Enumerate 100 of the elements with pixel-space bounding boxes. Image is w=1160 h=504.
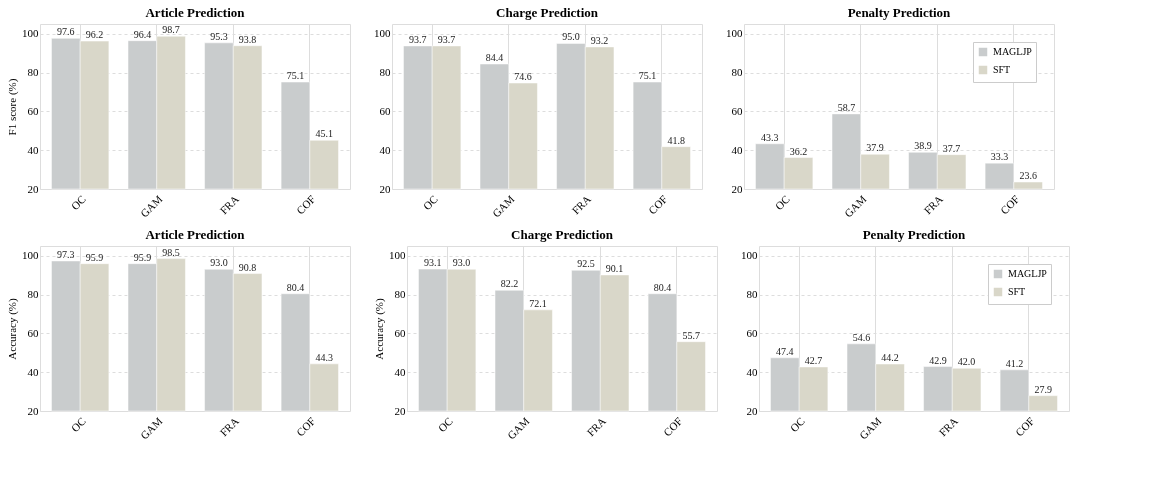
y-axis-title: Accuracy (%) [6, 297, 19, 360]
data-label: 93.1 [424, 257, 442, 269]
data-label: 41.8 [667, 134, 685, 146]
data-label: 75.1 [638, 70, 657, 82]
data-label: 96.2 [85, 29, 104, 41]
x-tick-label: OC [772, 192, 792, 213]
data-label: 37.9 [866, 142, 884, 154]
y-tick-label: 80 [394, 288, 406, 301]
y-tick-label: 100 [374, 27, 391, 40]
data-label: 93.2 [590, 34, 609, 46]
chart-title: Article Prediction [145, 227, 246, 242]
data-label: 82.2 [500, 278, 519, 290]
x-tick-label: OC [68, 192, 88, 213]
x-tick-label: FRA [584, 414, 609, 439]
y-tick-label: 100 [726, 27, 743, 40]
data-label: 84.4 [485, 51, 504, 63]
data-label: 93.8 [238, 33, 257, 45]
data-label: 23.6 [1019, 170, 1037, 182]
y-axis-title: F1 score (%) [6, 78, 19, 136]
data-label: 47.4 [776, 345, 794, 357]
legend-label: SFT [993, 64, 1011, 75]
y-tick-label: 20 [746, 404, 758, 417]
x-tick-label: OC [787, 414, 807, 435]
y-tick-label: 40 [731, 143, 743, 156]
data-label: 55.7 [682, 329, 700, 341]
y-tick-label: 60 [394, 326, 406, 339]
x-tick-label: OC [435, 414, 455, 435]
x-tick-label: FRA [217, 414, 242, 439]
y-tick-label: 80 [27, 66, 39, 79]
x-tick-label: FRA [217, 192, 242, 217]
data-label: 42.7 [804, 354, 823, 366]
data-label: 96.4 [133, 28, 152, 40]
data-label: 93.0 [452, 257, 471, 269]
y-tick-label: 20 [731, 182, 743, 195]
legend-label: MAGLJP [1008, 268, 1048, 279]
data-label: 80.4 [286, 281, 305, 293]
y-tick-label: 20 [27, 404, 39, 417]
data-label: 93.0 [210, 257, 228, 269]
y-tick-label: 100 [741, 249, 758, 262]
data-label: 42.0 [957, 356, 976, 368]
data-label: 90.1 [605, 262, 624, 274]
data-label: 98.7 [162, 24, 180, 36]
data-label: 98.5 [162, 246, 180, 258]
y-tick-label: 100 [22, 27, 39, 40]
y-tick-label: 20 [394, 404, 406, 417]
data-label: 42.9 [929, 354, 947, 366]
y-tick-label: 60 [379, 104, 391, 117]
data-label: 95.3 [210, 30, 228, 42]
data-label: 41.2 [1005, 357, 1024, 369]
y-tick-label: 80 [27, 288, 39, 301]
data-label: 97.3 [57, 248, 75, 260]
y-tick-label: 100 [22, 249, 39, 262]
data-label: 75.1 [286, 70, 305, 82]
data-label: 44.2 [881, 352, 899, 364]
data-label: 45.1 [315, 128, 333, 140]
data-label: 90.8 [238, 261, 257, 273]
y-tick-label: 40 [394, 365, 406, 378]
y-tick-label: 40 [27, 143, 39, 156]
data-label: 38.9 [914, 140, 932, 152]
y-tick-label: 40 [746, 365, 758, 378]
chart-title: Penalty Prediction [847, 5, 952, 20]
data-label: 43.3 [761, 131, 779, 143]
data-label: 54.6 [852, 331, 871, 343]
data-label: 93.7 [437, 33, 456, 45]
legend-label: SFT [1008, 286, 1026, 297]
y-tick-label: 60 [746, 326, 758, 339]
y-tick-label: 100 [389, 249, 406, 262]
y-tick-label: 40 [379, 143, 391, 156]
y-axis-title: Accuracy (%) [373, 297, 386, 360]
data-label: 27.9 [1034, 383, 1052, 395]
x-tick-label: OC [420, 192, 440, 213]
data-label: 58.7 [837, 101, 856, 113]
data-label: 72.1 [529, 297, 547, 309]
legend-label: MAGLJP [993, 46, 1033, 57]
chart-title: Article Prediction [145, 5, 246, 20]
x-tick-label: OC [68, 414, 88, 435]
data-label: 44.3 [315, 351, 333, 363]
data-label: 92.5 [577, 258, 595, 270]
data-label: 74.6 [514, 71, 532, 83]
y-tick-label: 80 [746, 288, 758, 301]
y-tick-label: 80 [731, 66, 743, 79]
y-tick-label: 20 [379, 182, 391, 195]
data-label: 95.9 [85, 251, 104, 263]
data-label: 36.2 [789, 145, 808, 157]
data-label: 95.0 [562, 31, 580, 43]
data-label: 33.3 [990, 151, 1009, 163]
chart-title: Charge Prediction [511, 227, 614, 242]
chart-title: Penalty Prediction [862, 227, 967, 242]
chart-title: Charge Prediction [496, 5, 599, 20]
data-label: 97.6 [57, 26, 75, 38]
y-tick-label: 20 [27, 182, 39, 195]
y-tick-label: 60 [27, 326, 39, 339]
data-label: 80.4 [653, 281, 672, 293]
y-tick-label: 60 [731, 104, 743, 117]
y-tick-label: 40 [27, 365, 39, 378]
x-tick-label: FRA [921, 192, 946, 217]
data-label: 93.7 [409, 33, 427, 45]
y-tick-label: 80 [379, 66, 391, 79]
x-tick-label: FRA [569, 192, 594, 217]
data-label: 95.9 [133, 251, 152, 263]
